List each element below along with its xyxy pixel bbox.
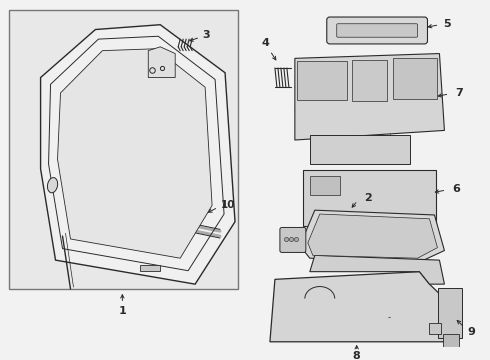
- Text: 4: 4: [261, 38, 269, 48]
- Text: 3: 3: [202, 30, 210, 40]
- Bar: [140, 265, 160, 271]
- Polygon shape: [41, 25, 235, 284]
- Ellipse shape: [48, 177, 58, 193]
- Bar: [399, 220, 424, 231]
- Polygon shape: [300, 210, 444, 262]
- Polygon shape: [57, 49, 212, 258]
- Polygon shape: [270, 272, 444, 342]
- Text: 1: 1: [119, 306, 126, 316]
- Bar: [9, 10, 238, 289]
- Polygon shape: [148, 47, 175, 77]
- Text: 7: 7: [456, 88, 463, 98]
- Bar: [352, 60, 387, 101]
- FancyBboxPatch shape: [337, 24, 417, 37]
- Text: 8: 8: [353, 351, 361, 360]
- Text: 10: 10: [221, 201, 235, 210]
- Bar: [310, 135, 410, 164]
- Text: 6: 6: [452, 184, 460, 194]
- Bar: [392, 58, 438, 99]
- Bar: [297, 61, 347, 100]
- Text: 5: 5: [443, 19, 451, 29]
- Text: 9: 9: [467, 327, 475, 337]
- FancyBboxPatch shape: [443, 334, 460, 347]
- Polygon shape: [295, 54, 444, 140]
- FancyBboxPatch shape: [303, 170, 437, 226]
- FancyBboxPatch shape: [439, 288, 463, 338]
- Bar: [429, 323, 441, 334]
- Polygon shape: [310, 255, 444, 284]
- Bar: [310, 176, 340, 195]
- Text: -: -: [388, 313, 391, 322]
- Polygon shape: [308, 214, 438, 258]
- FancyBboxPatch shape: [327, 17, 427, 44]
- FancyBboxPatch shape: [280, 228, 306, 252]
- Text: 2: 2: [364, 193, 371, 203]
